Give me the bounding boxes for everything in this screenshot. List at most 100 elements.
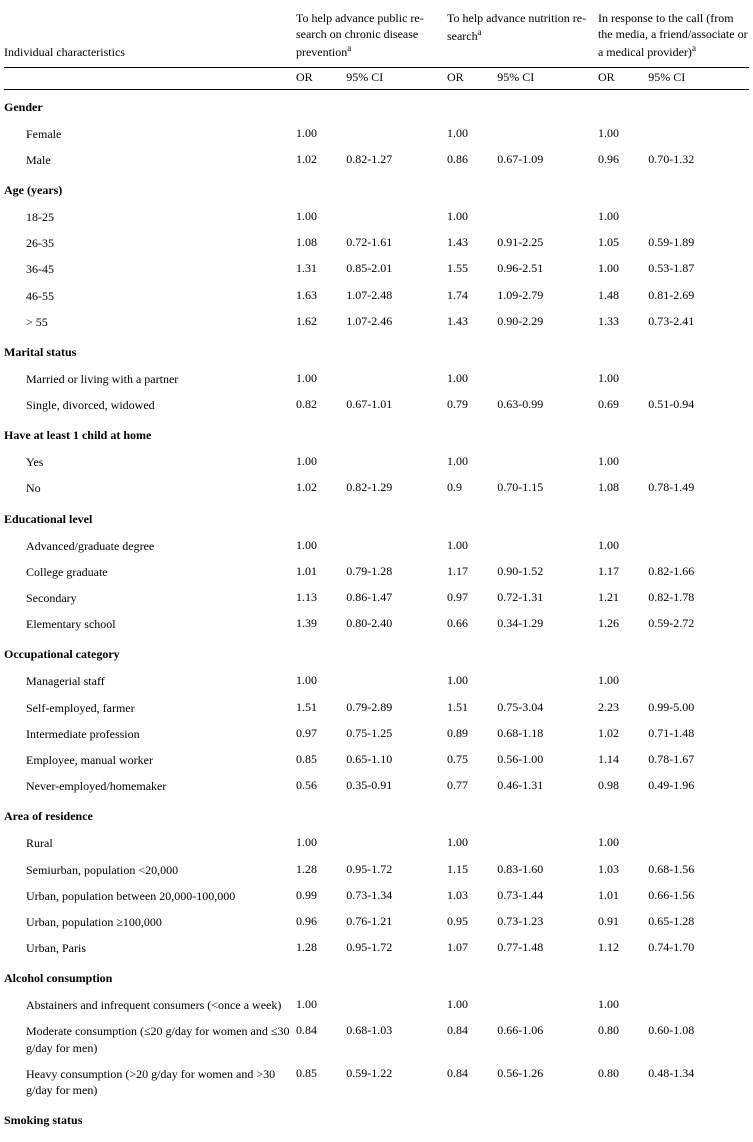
- or-value: 0.84: [447, 1061, 497, 1103]
- ci-value: 0.53-1.87: [648, 256, 749, 282]
- or-value: 1.02: [296, 475, 346, 501]
- ci-value: 0.35-0.91: [346, 773, 447, 799]
- row-label: 18-25: [4, 204, 296, 230]
- ci-value: 0.56-1.26: [497, 1061, 598, 1103]
- ci-value: 1.09-2.79: [497, 283, 598, 309]
- section-title: Area of residence: [4, 799, 749, 830]
- table-row: 18-251.001.001.00: [4, 204, 749, 230]
- ci-value: 0.79-1.28: [346, 559, 447, 585]
- ci-value: [346, 121, 447, 147]
- or-value: 0.91: [598, 909, 648, 935]
- row-label: Yes: [4, 449, 296, 475]
- or-value: 1.55: [447, 256, 497, 282]
- ci-value: 0.67-1.09: [497, 147, 598, 173]
- table-row: Abstainers and infrequent consumers (<on…: [4, 992, 749, 1018]
- ci-value: 0.99-5.00: [648, 695, 749, 721]
- ci-value: 0.80-2.40: [346, 611, 447, 637]
- table-body: GenderFemale1.001.001.00Male1.020.82-1.2…: [4, 89, 749, 1134]
- ci-value: [648, 830, 749, 856]
- ci-value: [497, 121, 598, 147]
- ci-value: 0.73-2.41: [648, 309, 749, 335]
- ci-value: 0.48-1.34: [648, 1061, 749, 1103]
- table-row: Single, divorced, widowed0.820.67-1.010.…: [4, 392, 749, 418]
- or-value: 1.02: [296, 147, 346, 173]
- section-header: Area of residence: [4, 799, 749, 830]
- row-label: 46-55: [4, 283, 296, 309]
- ci-value: [346, 366, 447, 392]
- or-value: 0.66: [447, 611, 497, 637]
- or-value: 1.01: [296, 559, 346, 585]
- or-value: 1.00: [598, 668, 648, 694]
- table-row: Married or living with a partner1.001.00…: [4, 366, 749, 392]
- or-value: 1.63: [296, 283, 346, 309]
- ci-value: 0.78-1.67: [648, 747, 749, 773]
- ci-value: [346, 204, 447, 230]
- ci-value: 0.60-1.08: [648, 1018, 749, 1060]
- or-value: 1.01: [598, 883, 648, 909]
- ci-value: 0.86-1.47: [346, 585, 447, 611]
- or-value: 1.00: [296, 533, 346, 559]
- ci-label: 95% CI: [346, 67, 447, 89]
- or-value: 0.85: [296, 747, 346, 773]
- ci-value: 0.73-1.34: [346, 883, 447, 909]
- row-label: Advanced/graduate degree: [4, 533, 296, 559]
- or-value: 0.82: [296, 392, 346, 418]
- or-value: 1.02: [598, 721, 648, 747]
- col-group-2: To help advance nutrition re- searcha: [447, 8, 598, 67]
- section-title: Occupational category: [4, 637, 749, 668]
- table-row: Yes1.001.001.00: [4, 449, 749, 475]
- or-value: 1.51: [447, 695, 497, 721]
- ci-value: 0.91-2.25: [497, 230, 598, 256]
- row-label: Elementary school: [4, 611, 296, 637]
- ci-value: 0.83-1.60: [497, 857, 598, 883]
- section-header: Educational level: [4, 502, 749, 533]
- ci-value: 0.79-2.89: [346, 695, 447, 721]
- or-value: 1.00: [447, 204, 497, 230]
- or-value: 1.21: [598, 585, 648, 611]
- ci-value: 0.75-3.04: [497, 695, 598, 721]
- section-title: Age (years): [4, 173, 749, 204]
- or-value: 0.9: [447, 475, 497, 501]
- ci-value: 0.59-2.72: [648, 611, 749, 637]
- or-value: 1.51: [296, 695, 346, 721]
- table-row: Advanced/graduate degree1.001.001.00: [4, 533, 749, 559]
- ci-value: [497, 668, 598, 694]
- ci-value: 0.46-1.31: [497, 773, 598, 799]
- row-label: Self-employed, farmer: [4, 695, 296, 721]
- ci-value: [648, 992, 749, 1018]
- or-value: 1.26: [598, 611, 648, 637]
- row-label: Managerial staff: [4, 668, 296, 694]
- table-row: Semiurban, population <20,0001.280.95-1.…: [4, 857, 749, 883]
- section-header: Have at least 1 child at home: [4, 418, 749, 449]
- or-value: 1.74: [447, 283, 497, 309]
- table-row: Urban, population between 20,000-100,000…: [4, 883, 749, 909]
- ci-value: [497, 366, 598, 392]
- ci-value: 0.78-1.49: [648, 475, 749, 501]
- ci-value: 0.74-1.70: [648, 935, 749, 961]
- ci-value: 0.81-2.69: [648, 283, 749, 309]
- ci-value: 0.66-1.56: [648, 883, 749, 909]
- table-row: Male1.020.82-1.270.860.67-1.090.960.70-1…: [4, 147, 749, 173]
- table-row: Rural1.001.001.00: [4, 830, 749, 856]
- ci-value: [346, 992, 447, 1018]
- row-label: Semiurban, population <20,000: [4, 857, 296, 883]
- row-label: Male: [4, 147, 296, 173]
- table-row: Never-employed/homemaker0.560.35-0.910.7…: [4, 773, 749, 799]
- or-value: 1.43: [447, 230, 497, 256]
- ci-value: [648, 668, 749, 694]
- table-row: 46-551.631.07-2.481.741.09-2.791.480.81-…: [4, 283, 749, 309]
- or-label: OR: [296, 67, 346, 89]
- row-label: Abstainers and infrequent consumers (<on…: [4, 992, 296, 1018]
- or-value: 0.98: [598, 773, 648, 799]
- ci-label: 95% CI: [648, 67, 749, 89]
- row-label: No: [4, 475, 296, 501]
- or-value: 0.77: [447, 773, 497, 799]
- ci-value: [497, 533, 598, 559]
- ci-value: 0.72-1.31: [497, 585, 598, 611]
- table-row: Managerial staff1.001.001.00: [4, 668, 749, 694]
- col-group-3: In response to the call (from the media,…: [598, 8, 749, 67]
- table-row: 36-451.310.85-2.011.550.96-2.511.000.53-…: [4, 256, 749, 282]
- or-value: 0.79: [447, 392, 497, 418]
- or-value: 1.00: [447, 449, 497, 475]
- or-value: 1.03: [447, 883, 497, 909]
